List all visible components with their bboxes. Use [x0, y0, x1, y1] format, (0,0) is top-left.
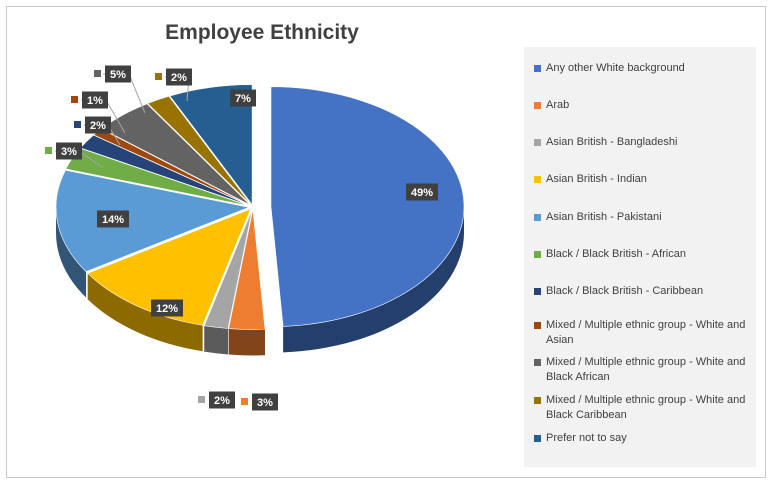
data-label-box — [151, 299, 183, 317]
data-label-box — [230, 89, 256, 107]
legend-label: Black / Black British - African — [546, 248, 686, 260]
pie-slice-side-any-other-white-background — [283, 206, 464, 353]
data-label-text: 49% — [411, 187, 433, 199]
legend-swatch — [534, 176, 541, 183]
data-label-marker — [241, 398, 248, 405]
data-label-marker — [94, 70, 101, 77]
legend-item-asian-british-bangladeshi: Asian British - Bangladeshi — [534, 135, 752, 150]
data-label-text: 2% — [171, 72, 187, 84]
data-label-text: 3% — [257, 397, 273, 409]
legend-label: Asian British - Indian — [546, 173, 647, 185]
data-label-marker — [198, 396, 205, 403]
pie-slice-any-other-white-background — [270, 86, 465, 327]
legend-swatch — [534, 102, 541, 109]
data-label-arab: 3% — [241, 393, 278, 411]
data-label-any-other-white-background: 49% — [406, 183, 438, 201]
pie-slice-asian-british-pakistani — [55, 169, 251, 272]
legend-swatch — [534, 397, 541, 404]
data-label-text: 2% — [214, 395, 230, 407]
legend-label: Mixed / Multiple ethnic group - White an… — [546, 356, 746, 383]
data-label-marker — [155, 73, 162, 80]
data-label-asian-british-pakistani: 14% — [97, 210, 129, 228]
legend-item-asian-british-pakistani: Asian British - Pakistani — [534, 210, 752, 225]
data-label-mixed-multiple-ethnic-group-white-and-asian: 1% — [71, 91, 108, 109]
data-label-box — [56, 142, 82, 160]
legend-label: Any other White background — [546, 62, 685, 74]
legend-item-prefer-not-to-say: Prefer not to say — [534, 431, 752, 446]
pie-slice-asian-british-bangladeshi — [203, 209, 253, 329]
data-label-black-black-british-caribbean: 2% — [74, 116, 111, 134]
pie-slice-asian-british-indian — [87, 208, 252, 326]
chart-area: Employee Ethnicity 49% 3% 2% 12% 14% 3% 2% 1% 5%… — [6, 6, 766, 478]
data-label-marker — [74, 121, 81, 128]
data-label-box — [97, 210, 129, 228]
legend: Any other White background Arab Asian Brit… — [524, 47, 756, 467]
legend-swatch — [534, 139, 541, 146]
data-label-text: 5% — [110, 69, 126, 81]
data-label-text: 14% — [102, 214, 124, 226]
data-label-mixed-multiple-ethnic-group-white-and-black-african: 5% — [94, 65, 131, 83]
data-label-box — [85, 116, 111, 134]
legend-swatch — [534, 288, 541, 295]
data-label-text: 7% — [235, 93, 251, 105]
legend-swatch — [534, 214, 541, 221]
data-label-box — [209, 391, 235, 409]
legend-label: Arab — [546, 99, 570, 111]
legend-item-asian-british-indian: Asian British - Indian — [534, 172, 752, 187]
data-label-mixed-multiple-ethnic-group-white-and-black-caribbean: 2% — [155, 68, 192, 86]
data-label-text: 12% — [156, 303, 178, 315]
data-label-marker — [71, 96, 78, 103]
data-label-prefer-not-to-say: 7% — [230, 89, 256, 107]
legend-item-black-black-british-caribbean: Black / Black British - Caribbean — [534, 284, 752, 299]
data-label-asian-british-indian: 12% — [151, 299, 183, 317]
legend-item-any-other-white-background: Any other White background — [534, 61, 752, 76]
legend-label: Asian British - Bangladeshi — [546, 136, 678, 148]
pie-slice-arab — [228, 209, 266, 330]
pie-slice-prefer-not-to-say — [169, 84, 253, 206]
legend-item-mixed-multiple-ethnic-group-white-and-black-caribbean: Mixed / Multiple ethnic group - White an… — [534, 393, 752, 423]
data-label-box — [406, 183, 438, 201]
legend-item-black-black-british-african: Black / Black British - African — [534, 247, 752, 262]
legend-swatch — [534, 322, 541, 329]
legend-label: Asian British - Pakistani — [546, 211, 662, 223]
legend-item-arab: Arab — [534, 98, 752, 113]
pie-slice-side-asian-british-pakistani — [56, 207, 87, 298]
legend-item-mixed-multiple-ethnic-group-white-and-black-african: Mixed / Multiple ethnic group - White an… — [534, 355, 752, 385]
legend-label: Mixed / Multiple ethnic group - White an… — [546, 394, 746, 421]
legend-swatch — [534, 65, 541, 72]
legend-label: Mixed / Multiple ethnic group - White an… — [546, 319, 746, 346]
pie-slice-side-arab — [228, 328, 265, 356]
data-label-text: 2% — [90, 120, 106, 132]
data-label-black-black-british-african: 3% — [45, 142, 82, 160]
pie-slice-side-asian-british-bangladeshi — [204, 325, 229, 355]
legend-swatch — [534, 359, 541, 366]
legend-label: Prefer not to say — [546, 432, 627, 444]
data-label-text: 3% — [61, 146, 77, 158]
pie-chart: 49% 3% 2% 12% 14% 3% 2% 1% 5% 2% 7% — [45, 65, 465, 411]
chart-title: Employee Ethnicity — [165, 21, 359, 44]
legend-swatch — [534, 435, 541, 442]
legend-label: Black / Black British - Caribbean — [546, 285, 704, 297]
data-label-box — [82, 91, 108, 109]
legend-item-mixed-multiple-ethnic-group-white-and-asian: Mixed / Multiple ethnic group - White an… — [534, 318, 752, 348]
pie-slice-mixed-multiple-ethnic-group-white-and-black-caribbean — [147, 95, 252, 206]
data-label-marker — [45, 147, 52, 154]
pie-slice-side-asian-british-indian — [87, 273, 203, 352]
data-label-box — [105, 65, 131, 83]
data-label-asian-british-bangladeshi: 2% — [198, 391, 235, 409]
data-label-text: 1% — [87, 95, 103, 107]
legend-swatch — [534, 251, 541, 258]
data-label-box — [252, 393, 278, 411]
data-label-box — [166, 68, 192, 86]
